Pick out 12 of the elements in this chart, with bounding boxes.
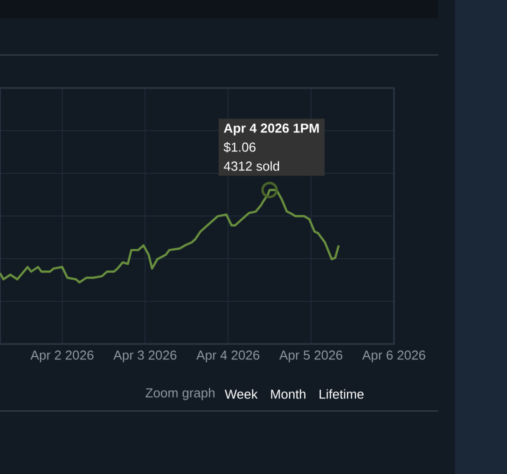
x-tick-label: Apr 6 2026 (362, 350, 426, 362)
text: Week (224, 389, 258, 399)
x-tick-label: Apr 3 2026 (113, 350, 176, 362)
text: Zoom graph (146, 388, 214, 400)
x-tick-label: Apr 2 2026 (30, 350, 94, 362)
text: Apr 4 2026 1PM (224, 124, 319, 136)
x-tick-label: Apr 5 2026 (279, 350, 342, 362)
x-tick-label: Apr 4 2026 (196, 350, 260, 362)
text: Month (271, 389, 306, 399)
text: $1.06 (224, 142, 256, 153)
text: 4312 sold (224, 161, 280, 171)
text: Lifetime (320, 389, 364, 399)
